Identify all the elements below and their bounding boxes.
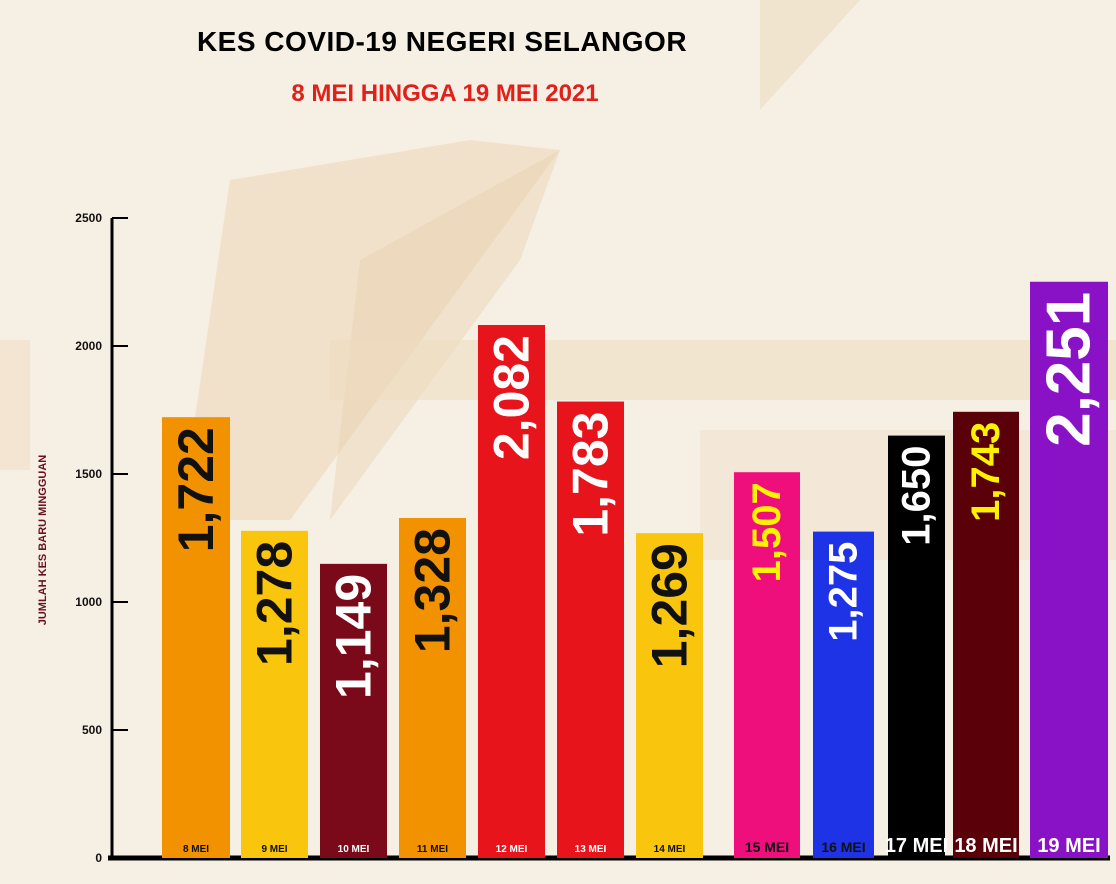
category-label: 11 MEI: [417, 844, 448, 855]
category-label: 9 MEI: [261, 844, 287, 855]
category-label: 16 MEI: [821, 839, 865, 855]
bar-value-label: 1,507: [745, 482, 789, 582]
bar: [557, 401, 624, 858]
chart-subtitle: 8 MEI HINGGA 19 MEI 2021: [291, 80, 599, 107]
bar: [1030, 281, 1108, 858]
category-label: 12 MEI: [496, 844, 528, 855]
category-label: 13 MEI: [575, 844, 607, 855]
bar-value-label: 1,743: [964, 422, 1008, 522]
bar-value-label: 1,278: [247, 541, 303, 666]
y-tick-label: 0: [95, 851, 102, 865]
bar: [953, 411, 1019, 858]
y-tick-label: 500: [82, 723, 102, 737]
bar: [399, 518, 466, 858]
bar: [813, 531, 874, 858]
bar-value-label: 2,251: [1035, 292, 1104, 447]
bar-value-label: 1,149: [326, 574, 382, 699]
category-label: 15 MEI: [745, 839, 789, 855]
y-tick-label: 1000: [75, 595, 102, 609]
bar-value-label: 1,722: [168, 427, 224, 552]
bar-value-label: 1,269: [642, 543, 698, 668]
y-tick-label: 1500: [75, 467, 102, 481]
bar-value-label: 1,783: [563, 412, 619, 537]
category-label: 10 MEI: [338, 844, 370, 855]
bar: [478, 325, 545, 858]
bar: [636, 533, 703, 858]
bar-value-label: 1,650: [895, 446, 939, 546]
bar-value-label: 1,275: [822, 542, 866, 642]
bar: [888, 435, 945, 858]
category-label: 17 MEI: [885, 835, 948, 857]
category-label: 8 MEI: [183, 844, 209, 855]
bar-value-label: 2,082: [484, 335, 540, 460]
bar: [241, 530, 308, 858]
bar: [320, 563, 387, 858]
y-tick-label: 2500: [75, 211, 102, 225]
category-label: 19 MEI: [1037, 835, 1100, 857]
category-label: 14 MEI: [654, 844, 686, 855]
bar: [734, 472, 800, 858]
bar: [162, 417, 230, 858]
y-tick-label: 2000: [75, 339, 102, 353]
bar-value-label: 1,328: [405, 528, 461, 653]
chart-title: KES COVID-19 NEGERI SELANGOR: [196, 26, 688, 57]
category-label: 18 MEI: [954, 835, 1017, 857]
